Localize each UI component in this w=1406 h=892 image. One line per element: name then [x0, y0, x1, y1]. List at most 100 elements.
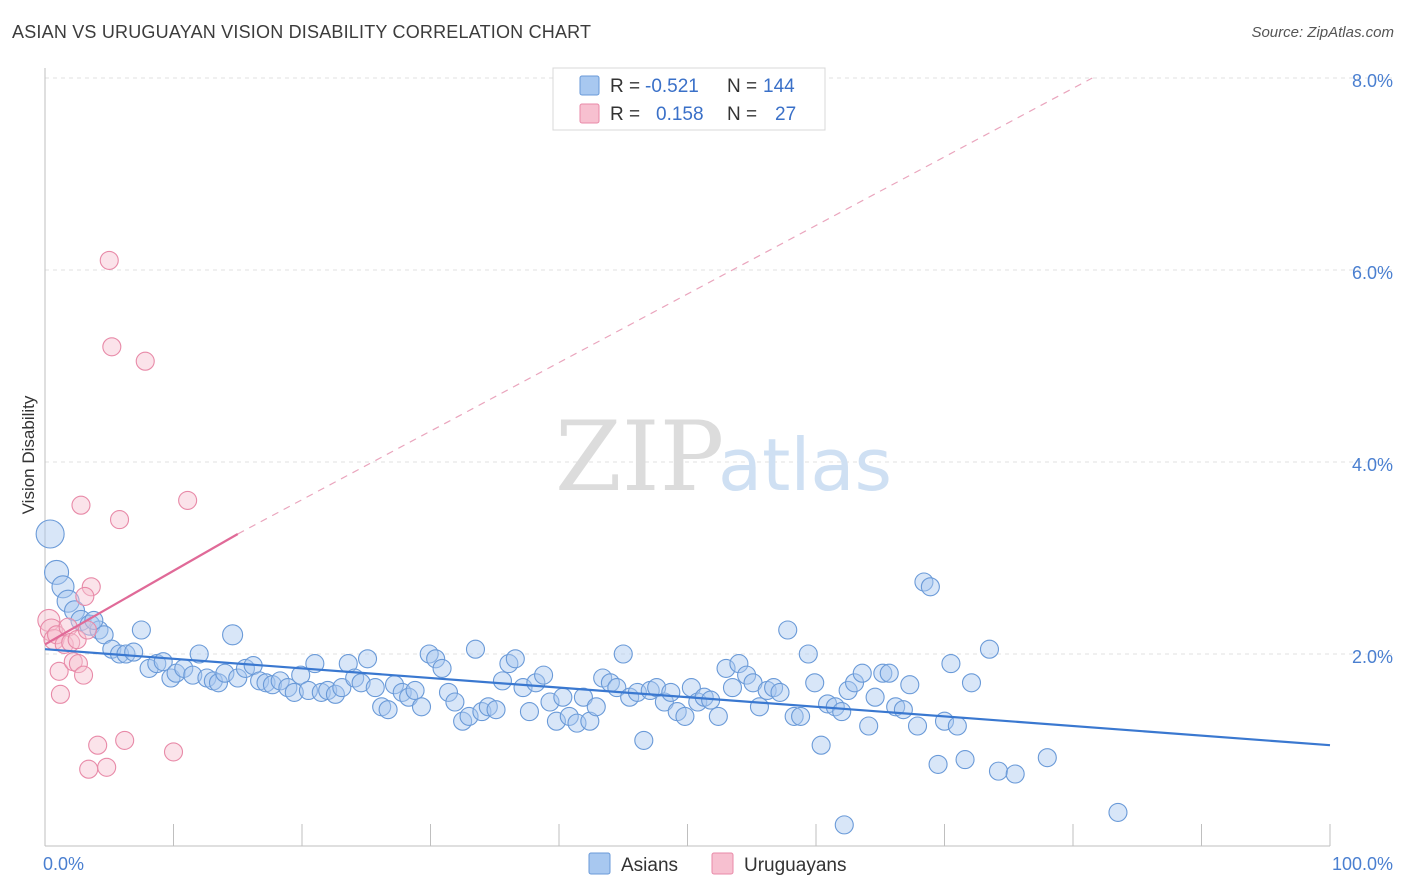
asian-point	[56, 589, 80, 613]
asian-point	[675, 706, 695, 726]
legend-swatch-asians	[588, 852, 611, 875]
legend-label-asians: Asians	[621, 855, 678, 876]
legend-r-label: R =	[610, 76, 640, 97]
asian-point	[955, 750, 975, 770]
asians-trend-line	[44, 648, 1331, 747]
axes	[44, 68, 1331, 847]
legend-swatch-uruguayans	[711, 852, 734, 875]
legend-r-value-uruguayans: 0.158	[656, 104, 704, 125]
uruguayan-point	[99, 250, 119, 270]
legend-r-value-asians: -0.521	[645, 76, 699, 97]
uruguayan-point	[74, 665, 94, 685]
asian-point	[832, 702, 852, 722]
asian-point	[357, 649, 378, 669]
watermark: ZIP atlas	[555, 401, 892, 513]
asian-point	[189, 644, 209, 664]
legend-n-label: N =	[727, 76, 757, 97]
uruguayan-point	[88, 735, 108, 755]
uruguayans-trend-extension	[237, 77, 1093, 535]
asian-point	[784, 706, 804, 726]
asian-point	[852, 663, 872, 683]
asian-point	[716, 658, 736, 678]
asian-point	[879, 663, 899, 683]
data-points	[35, 250, 1331, 835]
asian-point	[44, 559, 70, 585]
asian-point	[873, 663, 893, 683]
asian-point	[411, 697, 432, 717]
asian-point	[35, 519, 65, 549]
asian-point	[1037, 748, 1057, 768]
tick-labels: 2.0% 4.0% 6.0% 8.0% 0.0% 100.0%	[43, 71, 1393, 874]
asian-point	[332, 678, 352, 698]
asian-point	[708, 706, 728, 726]
uruguayan-point	[68, 654, 88, 674]
legend-label-uruguayans: Uruguayans	[744, 855, 846, 876]
uruguayan-point	[50, 684, 70, 704]
asian-point	[492, 671, 513, 691]
asian-point	[834, 815, 854, 835]
asian-point	[256, 673, 276, 693]
asian-point	[311, 682, 331, 702]
asian-point	[124, 642, 144, 662]
asian-point	[979, 639, 1000, 659]
asian-point	[131, 620, 151, 640]
asian-point	[907, 716, 928, 736]
asian-point	[865, 687, 885, 707]
asian-point	[961, 673, 982, 693]
legend-n-value-asians: 144	[763, 76, 795, 97]
asian-point	[770, 682, 790, 702]
asian-point	[586, 697, 606, 717]
asian-point	[147, 654, 167, 674]
asian-point	[573, 687, 593, 707]
asian-point	[920, 577, 940, 597]
asian-point	[215, 663, 235, 683]
uruguayan-point	[115, 730, 135, 750]
asian-point	[465, 639, 486, 659]
uruguayan-point	[102, 337, 122, 357]
legend-n-label: N =	[727, 104, 757, 125]
chart-title: ASIAN VS URUGUAYAN VISION DISABILITY COR…	[12, 22, 592, 42]
asian-point	[844, 673, 865, 693]
asian-point	[478, 697, 498, 717]
asian-point	[654, 692, 674, 712]
y-tick-label: 2.0%	[1352, 647, 1393, 667]
asian-point	[811, 735, 831, 755]
asian-point	[291, 665, 311, 685]
asian-point	[534, 665, 554, 685]
asian-point	[284, 682, 304, 702]
source-label: Source: ZipAtlas.com	[1251, 24, 1394, 41]
asian-point	[729, 654, 749, 674]
watermark-zip: ZIP	[555, 401, 724, 513]
asian-point	[51, 575, 75, 599]
asian-point	[546, 711, 566, 731]
asian-point	[445, 692, 465, 712]
asian-point	[365, 678, 385, 698]
x-tick-label: 0.0%	[43, 854, 84, 874]
asian-point	[886, 697, 906, 717]
asian-point	[519, 702, 539, 722]
watermark-atlas: atlas	[718, 423, 892, 507]
uruguayan-point	[81, 577, 101, 597]
y-tick-label: 8.0%	[1352, 71, 1393, 91]
y-tick-label: 6.0%	[1352, 263, 1393, 283]
asian-point	[634, 730, 654, 750]
uruguayan-point	[71, 495, 91, 515]
correlation-legend: R = -0.521 N = 144 R = 0.158 N = 27	[552, 67, 826, 131]
asian-point	[459, 706, 479, 726]
uruguayan-point	[163, 742, 184, 762]
asian-point	[559, 706, 579, 726]
grid-lines	[45, 77, 1392, 655]
asian-point	[222, 624, 244, 646]
uruguayan-point	[75, 586, 95, 606]
uruguayans-trend-line	[44, 533, 239, 646]
uruguayan-point	[178, 490, 198, 510]
asian-point	[505, 649, 525, 669]
uruguayan-point	[97, 757, 117, 777]
x-tick-label: 100.0%	[1332, 854, 1393, 874]
trend-lines	[237, 77, 1093, 535]
legend-n-value-uruguayans: 27	[775, 104, 796, 125]
asian-point	[513, 678, 533, 698]
asian-point	[778, 620, 798, 640]
asian-point	[228, 668, 248, 688]
asian-point	[270, 671, 290, 691]
